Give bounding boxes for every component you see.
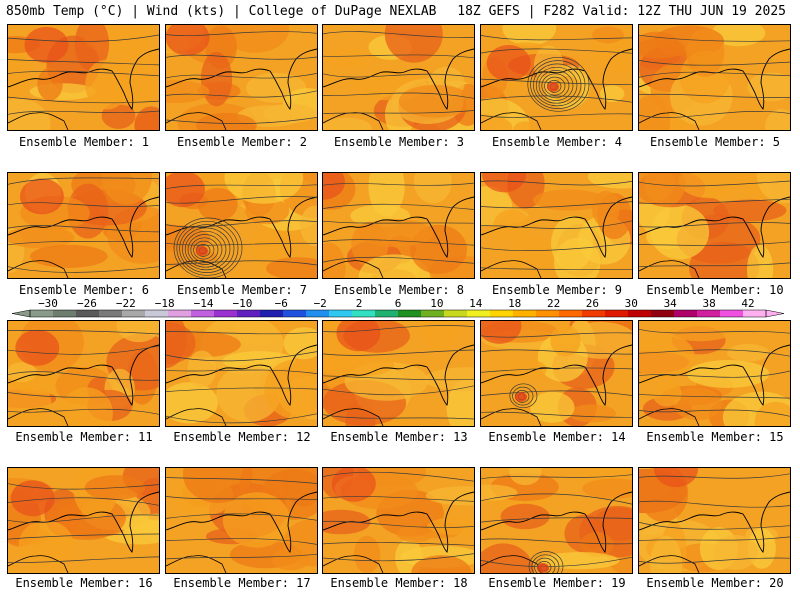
ensemble-member-label: Ensemble Member: 2 — [176, 135, 308, 149]
colorbar-tick-label: 10 — [430, 298, 443, 310]
colorbar-swatch — [743, 310, 767, 317]
ensemble-member-label: Ensemble Member: 17 — [173, 576, 311, 590]
ensemble-member-map — [165, 467, 318, 574]
ensemble-member-label: Ensemble Member: 18 — [330, 576, 468, 590]
ensemble-member-label: Ensemble Member: 6 — [18, 283, 150, 297]
ensemble-member-map — [480, 320, 633, 427]
colorbar-tick-label: −2 — [314, 298, 327, 310]
ensemble-member-map — [165, 320, 318, 427]
colorbar-tick-label: −10 — [232, 298, 252, 310]
ensemble-member-label: Ensemble Member: 13 — [330, 430, 468, 444]
ensemble-member-label: Ensemble Member: 11 — [15, 430, 153, 444]
ensemble-member-map — [638, 172, 791, 279]
colorbar-swatch — [122, 310, 146, 317]
ensemble-member-map — [480, 172, 633, 279]
colorbar-tick-label: 38 — [702, 298, 715, 310]
colorbar-swatch — [559, 310, 583, 317]
ensemble-member-map — [322, 467, 475, 574]
colorbar-tick-label: −22 — [116, 298, 136, 310]
colorbar-swatch — [30, 310, 54, 317]
colorbar-swatch — [513, 310, 537, 317]
colorbar-swatch — [398, 310, 422, 317]
colorbar-swatch — [145, 310, 169, 317]
colorbar-swatch — [53, 310, 77, 317]
colorbar-swatch — [329, 310, 353, 317]
colorbar-tick-label: 30 — [625, 298, 638, 310]
ensemble-member-map — [7, 24, 160, 131]
ensemble-member-map — [7, 172, 160, 279]
ensemble-member-label: Ensemble Member: 8 — [333, 283, 465, 297]
colorbar-tick-label: 34 — [664, 298, 678, 310]
colorbar-swatch — [582, 310, 606, 317]
ensemble-member-map — [322, 172, 475, 279]
colorbar-swatch — [237, 310, 261, 317]
ensemble-member-label: Ensemble Member: 3 — [333, 135, 465, 149]
ensemble-member-label: Ensemble Member: 12 — [173, 430, 311, 444]
colorbar-swatch — [697, 310, 721, 317]
ensemble-member-map — [7, 320, 160, 427]
colorbar-swatch — [214, 310, 238, 317]
ensemble-member-map — [480, 24, 633, 131]
colorbar-swatch — [628, 310, 652, 317]
colorbar-swatch — [421, 310, 445, 317]
colorbar-swatch — [375, 310, 399, 317]
colorbar-left-arrow — [11, 309, 31, 318]
colorbar-swatch — [191, 310, 215, 317]
ensemble-member-label: Ensemble Member: 10 — [646, 283, 784, 297]
ensemble-member-map — [165, 172, 318, 279]
ensemble-member-map — [165, 24, 318, 131]
ensemble-member-map — [480, 467, 633, 574]
colorbar-tick-label: 2 — [356, 298, 363, 310]
ensemble-member-label: Ensemble Member: 15 — [646, 430, 784, 444]
colorbar-swatch — [536, 310, 560, 317]
colorbar-swatch — [99, 310, 123, 317]
ensemble-member-label: Ensemble Member: 16 — [15, 576, 153, 590]
colorbar-tick-label: 26 — [586, 298, 599, 310]
colorbar-swatch — [283, 310, 307, 317]
ensemble-member-map — [638, 24, 791, 131]
colorbar-swatch — [306, 310, 330, 317]
colorbar-swatch — [467, 310, 491, 317]
ensemble-member-label: Ensemble Member: 5 — [649, 135, 781, 149]
ensemble-member-map — [638, 320, 791, 427]
ensemble-member-label: Ensemble Member: 9 — [491, 283, 623, 297]
colorbar-tick-label: 22 — [547, 298, 560, 310]
colorbar-swatch — [674, 310, 698, 317]
header-left-title: 850mb Temp (°C) | Wind (kts) | College o… — [6, 4, 437, 19]
colorbar-tick-label: −18 — [155, 298, 175, 310]
colorbar-swatch — [605, 310, 629, 317]
ensemble-member-map — [638, 467, 791, 574]
colorbar-tick-label: −26 — [77, 298, 97, 310]
colorbar-swatch — [490, 310, 514, 317]
colorbar-tick-label: 18 — [508, 298, 521, 310]
ensemble-member-map — [7, 467, 160, 574]
temperature-colorbar: −30 −26 −22 −18 −14 −10 −6 −2 2 6 10 14 18 22 26 30 34 38… — [11, 298, 785, 318]
ensemble-member-map — [322, 24, 475, 131]
colorbar-swatch — [260, 310, 284, 317]
colorbar-swatch — [352, 310, 376, 317]
ensemble-member-label: Ensemble Member: 1 — [18, 135, 150, 149]
colorbar-swatch — [168, 310, 192, 317]
colorbar-tick-label: 14 — [469, 298, 483, 310]
ensemble-member-label: Ensemble Member: 19 — [488, 576, 626, 590]
colorbar-tick-label: −14 — [194, 298, 214, 310]
ensemble-member-map — [322, 320, 475, 427]
ensemble-member-label: Ensemble Member: 4 — [491, 135, 623, 149]
ensemble-member-label: Ensemble Member: 14 — [488, 430, 626, 444]
colorbar-swatch — [651, 310, 675, 317]
colorbar-tick-label: −6 — [275, 298, 288, 310]
colorbar-tick-label: −30 — [38, 298, 58, 310]
colorbar-right-arrow — [765, 309, 785, 318]
colorbar-tick-label: 42 — [741, 298, 754, 310]
header-right-title: 18Z GEFS | F282 Valid: 12Z THU JUN 19 20… — [457, 4, 786, 19]
ensemble-member-label: Ensemble Member: 20 — [646, 576, 784, 590]
colorbar-tick-label: 6 — [395, 298, 402, 310]
colorbar-swatch — [720, 310, 744, 317]
colorbar-swatch — [444, 310, 468, 317]
colorbar-swatch — [76, 310, 100, 317]
ensemble-member-label: Ensemble Member: 7 — [176, 283, 308, 297]
